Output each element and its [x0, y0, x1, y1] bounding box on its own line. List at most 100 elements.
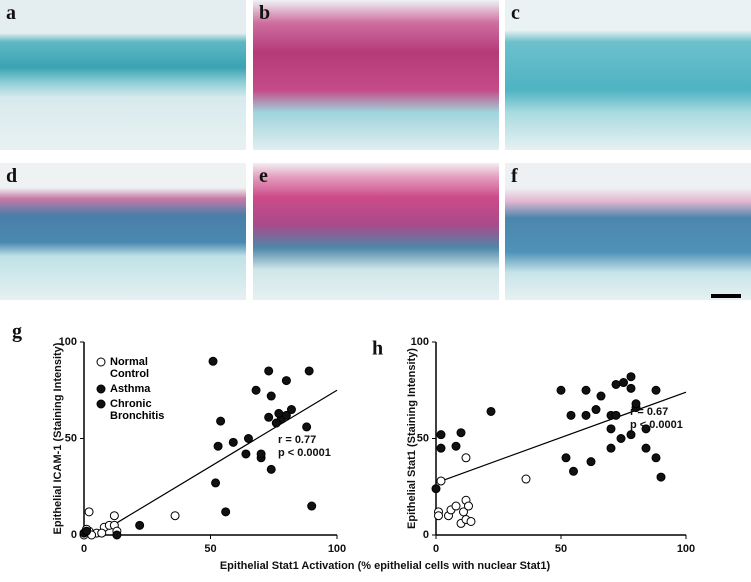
x-axis-label: Epithelial Stat1 Activation (% epithelia… [220, 560, 551, 572]
point [566, 410, 576, 420]
panel-label: f [511, 165, 518, 187]
point [307, 501, 317, 511]
point [109, 511, 119, 521]
point [135, 520, 145, 530]
point [211, 478, 221, 488]
point [243, 434, 253, 443]
point [606, 443, 616, 453]
point [251, 385, 261, 395]
x-tick-label: 50 [204, 543, 216, 555]
y-axis-label: Epithelial ICAM-1 (Staining Intensity) [52, 342, 64, 534]
point [274, 408, 284, 418]
point [611, 379, 621, 389]
point [591, 405, 601, 415]
panel-label: d [6, 165, 18, 187]
panel-label: b [259, 2, 271, 24]
point [228, 437, 238, 447]
point [586, 457, 596, 467]
point [626, 372, 636, 382]
point [611, 410, 621, 420]
legend-marker [96, 384, 106, 394]
x-tick-label: 100 [677, 543, 695, 555]
point [466, 516, 476, 526]
point [456, 428, 466, 438]
legend-marker [96, 399, 106, 409]
point [170, 511, 180, 521]
micrograph: d [0, 163, 246, 300]
point [461, 453, 471, 463]
point [641, 424, 651, 434]
point [581, 410, 591, 420]
y-tick-label: 100 [411, 336, 429, 348]
point [656, 472, 666, 482]
micrograph: e [253, 163, 499, 300]
point [436, 443, 446, 453]
panel-label: g [12, 321, 22, 343]
point [286, 405, 296, 415]
y-tick-label: 100 [59, 336, 77, 348]
point [304, 366, 314, 376]
micrograph: c [505, 0, 751, 150]
micrograph: a [0, 0, 246, 150]
panel-label: c [511, 2, 520, 24]
x-tick-label: 50 [555, 543, 567, 555]
point [606, 424, 616, 434]
point [464, 501, 473, 511]
point [626, 383, 636, 393]
legend-marker [96, 357, 106, 367]
regression-line [435, 391, 687, 484]
point [521, 474, 531, 484]
y-tick-label: 0 [423, 529, 429, 541]
y-axis-label: Epithelial Stat1 (Staining Intensity) [406, 348, 418, 529]
point [641, 443, 651, 453]
point [266, 391, 276, 401]
point [264, 412, 274, 422]
panel-label: h [372, 338, 383, 360]
point [434, 511, 443, 521]
annotation: p < 0.0001 [630, 419, 683, 431]
panel-label: e [259, 165, 268, 187]
y-tick-label: 50 [417, 432, 429, 444]
scale-bar [711, 294, 741, 298]
point [436, 476, 446, 486]
point [569, 466, 578, 476]
point [616, 434, 626, 443]
panel-label: a [6, 2, 16, 24]
point [221, 507, 231, 517]
point [619, 378, 628, 388]
point [556, 385, 566, 395]
y-tick-label: 50 [65, 432, 77, 444]
legend-label: Asthma [110, 383, 151, 395]
point [208, 356, 218, 366]
point [581, 385, 591, 395]
point [241, 449, 251, 459]
point [436, 430, 446, 440]
x-tick-label: 100 [328, 543, 346, 555]
annotation: r = 0.77 [278, 434, 316, 446]
point [266, 464, 276, 474]
point [596, 391, 606, 401]
point [112, 530, 122, 540]
point [302, 422, 312, 432]
micrograph: f [505, 163, 751, 300]
micrograph: b [253, 0, 499, 150]
point [97, 528, 107, 538]
point [651, 453, 661, 463]
point [486, 406, 496, 416]
point [216, 416, 226, 426]
point [82, 526, 92, 536]
point [213, 441, 223, 451]
x-tick-label: 0 [433, 543, 439, 555]
point [561, 453, 571, 463]
point [651, 385, 661, 395]
point [281, 376, 291, 386]
point [256, 449, 266, 459]
point [84, 507, 94, 517]
point [451, 501, 461, 511]
legend-label: Chronic Bronchitis [110, 398, 165, 422]
point [451, 441, 461, 451]
y-tick-label: 0 [71, 529, 77, 541]
point [626, 430, 636, 440]
point [271, 418, 281, 428]
